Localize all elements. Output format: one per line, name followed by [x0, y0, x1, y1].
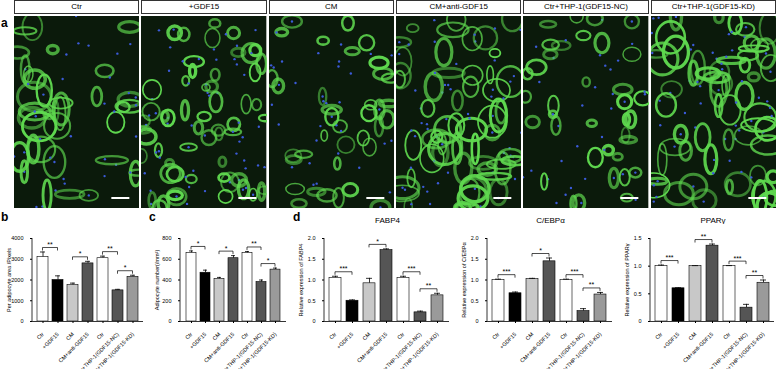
svg-text:Ctr+THP-1(GDF15-KD): Ctr+THP-1(GDF15-KD) — [558, 331, 603, 369]
svg-text:***: *** — [570, 268, 578, 275]
svg-text:0: 0 — [312, 318, 315, 324]
html-text:c: c — [149, 210, 156, 224]
svg-text:***: *** — [665, 254, 673, 261]
svg-text:0: 0 — [20, 318, 23, 324]
svg-text:Ctr+THP-1(GDF15-KD): Ctr+THP-1(GDF15-KD) — [233, 331, 278, 369]
svg-text:Relative expression of C/EBPα: Relative expression of C/EBPα — [461, 242, 467, 318]
svg-text:+GDF15: +GDF15 — [498, 331, 517, 350]
html-text:Ctr+THP-1(GDF15-KD): Ctr+THP-1(GDF15-KD) — [671, 2, 755, 11]
svg-text:+GDF15: +GDF15 — [661, 331, 680, 350]
svg-text:800: 800 — [162, 235, 171, 241]
svg-text:CM: CM — [211, 331, 222, 342]
svg-text:Ctr: Ctr — [722, 331, 732, 341]
svg-text:**: ** — [589, 281, 595, 288]
svg-text:Ctr+THP-1(GDF15-KD): Ctr+THP-1(GDF15-KD) — [90, 331, 135, 369]
svg-text:CM+anti-GDF15: CM+anti-GDF15 — [202, 331, 236, 364]
svg-text:Ctr: Ctr — [240, 331, 250, 341]
svg-text:***: *** — [733, 255, 741, 262]
svg-text:1.5: 1.5 — [471, 256, 479, 262]
html-text:PPARγ: PPARγ — [700, 216, 726, 225]
html-text:CM+anti-GDF15: CM+anti-GDF15 — [429, 2, 488, 11]
html-text:C/EBPα: C/EBPα — [536, 216, 565, 225]
svg-text:3000: 3000 — [11, 256, 23, 262]
svg-text:2.0: 2.0 — [308, 235, 316, 241]
svg-text:CM+anti-GDF15: CM+anti-GDF15 — [519, 331, 552, 364]
svg-text:**: ** — [426, 282, 432, 289]
svg-text:CM: CM — [687, 331, 698, 342]
html-text:Ctr+THP-1(GDF15-NC): Ctr+THP-1(GDF15-NC) — [544, 2, 628, 11]
svg-text:1.0: 1.0 — [308, 277, 316, 283]
svg-text:**: ** — [752, 269, 758, 276]
html-text:Ctr: Ctr — [71, 2, 82, 11]
html-text:a: a — [1, 16, 8, 30]
svg-text:0: 0 — [638, 318, 641, 324]
svg-text:+GDF15: +GDF15 — [335, 331, 354, 350]
svg-text:2.0: 2.0 — [471, 235, 479, 241]
svg-text:**: ** — [251, 240, 257, 247]
svg-text:1.0: 1.0 — [634, 263, 642, 269]
svg-text:0: 0 — [475, 318, 478, 324]
svg-text:*: * — [124, 264, 127, 271]
svg-text:*: * — [79, 250, 82, 257]
html-text:d: d — [293, 210, 301, 224]
svg-text:**: ** — [107, 245, 113, 252]
svg-text:***: *** — [407, 265, 415, 272]
svg-text:Ctr: Ctr — [491, 331, 501, 341]
svg-text:200: 200 — [162, 298, 171, 304]
svg-text:*: * — [267, 257, 270, 264]
svg-text:***: *** — [502, 268, 510, 275]
svg-text:Relative expression of PPARγ: Relative expression of PPARγ — [624, 243, 630, 316]
svg-text:CM: CM — [524, 331, 535, 342]
svg-text:0.5: 0.5 — [634, 291, 642, 297]
svg-text:CM+anti-GDF15: CM+anti-GDF15 — [57, 331, 90, 364]
svg-text:1.5: 1.5 — [308, 256, 316, 262]
svg-text:***: *** — [339, 265, 347, 272]
html-text:b: b — [1, 210, 9, 224]
svg-text:**: ** — [701, 233, 707, 240]
svg-text:1.0: 1.0 — [471, 277, 479, 283]
svg-text:+GDF15: +GDF15 — [188, 331, 207, 350]
svg-text:1000: 1000 — [11, 298, 23, 304]
svg-text:Ctr: Ctr — [96, 331, 106, 341]
svg-text:0.5: 0.5 — [308, 298, 316, 304]
svg-text:Ctr: Ctr — [36, 331, 46, 341]
svg-text:*: * — [539, 247, 542, 254]
svg-text:Per adipocyte area /Pixels: Per adipocyte area /Pixels — [6, 248, 12, 312]
svg-text:CM: CM — [361, 331, 372, 342]
svg-text:1.5: 1.5 — [634, 235, 642, 241]
svg-text:4000: 4000 — [11, 235, 23, 241]
svg-text:0: 0 — [168, 318, 171, 324]
svg-text:Adipocyte number(/mm²): Adipocyte number(/mm²) — [154, 250, 160, 311]
html-text:+GDF15: +GDF15 — [188, 2, 220, 11]
svg-text:Ctr: Ctr — [654, 331, 664, 341]
svg-text:CM+anti-GDF15: CM+anti-GDF15 — [356, 331, 389, 364]
svg-text:Ctr: Ctr — [396, 331, 406, 341]
svg-text:600: 600 — [162, 256, 171, 262]
svg-text:**: ** — [47, 241, 53, 248]
svg-text:Ctr+THP-1(GDF15-KD): Ctr+THP-1(GDF15-KD) — [721, 331, 766, 369]
svg-text:Relative expression of FABP4: Relative expression of FABP4 — [298, 244, 304, 317]
svg-text:Ctr+THP-1(GDF15-KD): Ctr+THP-1(GDF15-KD) — [395, 331, 440, 369]
svg-text:Ctr: Ctr — [559, 331, 569, 341]
svg-text:*: * — [225, 245, 228, 252]
svg-text:*: * — [197, 240, 200, 247]
svg-text:CM: CM — [65, 331, 76, 342]
svg-text:+GDF15: +GDF15 — [41, 331, 60, 350]
svg-text:400: 400 — [162, 277, 171, 283]
svg-text:Ctr: Ctr — [184, 331, 194, 341]
svg-text:CM+anti-GDF15: CM+anti-GDF15 — [682, 331, 715, 364]
svg-text:*: * — [376, 238, 379, 245]
svg-text:Ctr: Ctr — [328, 331, 338, 341]
svg-text:0.5: 0.5 — [471, 298, 479, 304]
html-text:FABP4: FABP4 — [375, 216, 400, 225]
svg-text:2000: 2000 — [11, 277, 23, 283]
html-text:CM: CM — [325, 2, 338, 11]
